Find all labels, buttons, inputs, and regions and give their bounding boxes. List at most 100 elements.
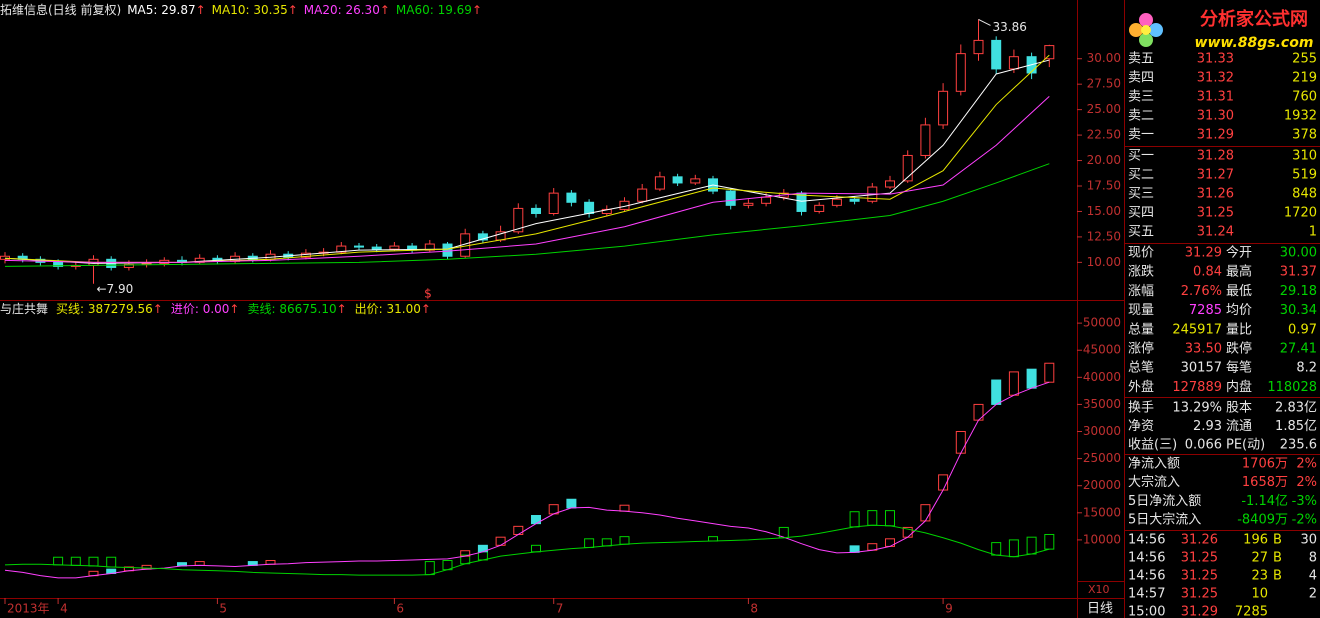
- order-price: 31.27: [1197, 168, 1234, 183]
- stat-label: 最低: [1226, 284, 1252, 299]
- flow-label: 5日净流入额: [1128, 494, 1201, 509]
- order-price: 31.25: [1197, 206, 1234, 221]
- order-volume: 1720: [1284, 206, 1317, 221]
- stat-label: 总笔: [1128, 360, 1154, 376]
- order-level: 买四: [1128, 206, 1154, 221]
- order-price: 31.32: [1197, 71, 1234, 86]
- trade-count: 4: [1309, 569, 1317, 584]
- order-volume: 378: [1292, 128, 1317, 143]
- candle-body: [902, 154, 913, 182]
- order-level: 卖二: [1128, 109, 1154, 124]
- trend-mark: ↑: [153, 302, 163, 316]
- candle-body: [920, 124, 931, 156]
- order-price: 31.28: [1197, 149, 1234, 164]
- period-tab[interactable]: 日线: [1087, 602, 1113, 617]
- stat-label: 股本: [1226, 401, 1252, 416]
- x-tick-label: 2013年: [7, 602, 50, 616]
- y-tick-label: 40000: [1083, 370, 1121, 384]
- order-volume: 1: [1309, 225, 1317, 240]
- order-level: 买三: [1128, 187, 1154, 202]
- order-level: 卖三: [1128, 90, 1154, 105]
- stat-value: 2.76%: [1181, 284, 1222, 299]
- flow-label: 净流入额: [1128, 457, 1180, 472]
- x-tick-label: 9: [945, 602, 953, 616]
- candle-body: [814, 204, 825, 212]
- candle-body: [477, 233, 488, 241]
- candle-body: [690, 178, 701, 184]
- flow-percent: -3%: [1292, 494, 1317, 509]
- buy-bar: [849, 545, 860, 553]
- stat-value: 27.41: [1280, 342, 1317, 357]
- stat-value: 30157: [1181, 361, 1222, 376]
- order-volume: 219: [1292, 71, 1317, 86]
- candle-body: [637, 188, 648, 202]
- high-label: 33.86: [993, 20, 1027, 34]
- logo-url: www.88gs.com: [1195, 35, 1314, 51]
- stat-value: 30.00: [1280, 246, 1317, 261]
- order-price: 31.31: [1197, 90, 1234, 105]
- order-level: 买一: [1128, 149, 1154, 164]
- y-tick-label: 15.00: [1087, 204, 1121, 218]
- order-volume: 1932: [1284, 109, 1317, 124]
- scale-label: X10: [1088, 583, 1110, 596]
- stat-label: 外盘: [1128, 379, 1154, 395]
- trade-time: 14:57: [1128, 587, 1165, 602]
- trade-time: 15:00: [1128, 605, 1165, 618]
- candle-body: [123, 263, 134, 268]
- flow-value: -8409万: [1237, 513, 1288, 528]
- trend-mark: ↑: [337, 302, 347, 316]
- stat-label: 跌停: [1226, 341, 1252, 357]
- stat-label: 每笔: [1226, 360, 1252, 376]
- y-tick-label: 25000: [1083, 451, 1121, 465]
- x-tick-label: 6: [396, 602, 404, 616]
- trade-volume: 7285: [1235, 605, 1268, 618]
- candle-body: [389, 245, 400, 250]
- stat-label: 总量: [1128, 322, 1154, 337]
- stat-value: 0.84: [1193, 265, 1222, 280]
- candle-body: [955, 53, 966, 92]
- candle-body: [0, 255, 10, 260]
- indicator-legend: 买线: 387279.56: [56, 302, 153, 316]
- candle-body: [53, 261, 64, 267]
- chart-header: 拓维信息(日线 前复权) MA5: 29.87↑ MA10: 30.35↑ MA20:…: [0, 2, 482, 17]
- stat-value: 235.6: [1280, 438, 1317, 453]
- stat-value: 2.83亿: [1275, 401, 1317, 416]
- order-price: 31.29: [1197, 128, 1234, 143]
- candle-body: [1044, 45, 1055, 60]
- indicator-legend: 出价: 31.00: [355, 302, 421, 316]
- trade-time: 14:56: [1128, 569, 1165, 584]
- logo-name: 分析家公式网: [1200, 8, 1308, 30]
- trade-price: 31.26: [1181, 533, 1218, 548]
- stat-value: 0.97: [1288, 322, 1317, 337]
- candle-body: [442, 243, 453, 257]
- buy-bar: [566, 498, 577, 509]
- x-tick-label: 7: [556, 602, 564, 616]
- flow-percent: -2%: [1292, 513, 1317, 528]
- trade-count: 30: [1300, 533, 1317, 548]
- candle-body: [531, 207, 541, 214]
- stat-value: 33.50: [1185, 342, 1222, 357]
- order-level: 卖一: [1128, 128, 1154, 143]
- stat-value: 2.93: [1193, 419, 1222, 434]
- flow-label: 5日大宗流入: [1128, 512, 1201, 528]
- candle-body: [725, 190, 736, 206]
- stat-label: 涨停: [1128, 341, 1154, 357]
- trade-volume: 27: [1251, 551, 1268, 566]
- sell-line: [4, 524, 1050, 576]
- stat-value: 8.2: [1296, 361, 1317, 376]
- y-tick-label: 50000: [1083, 316, 1121, 330]
- candle-body: [743, 202, 754, 206]
- x-tick-label: 5: [219, 602, 227, 616]
- stat-value: 0.066: [1185, 438, 1222, 453]
- ma-line: [4, 96, 1050, 263]
- y-tick-label: 20000: [1083, 478, 1121, 492]
- stat-label: 涨跌: [1128, 264, 1154, 280]
- stat-label: 现量: [1128, 303, 1154, 318]
- y-tick-label: 12.50: [1087, 229, 1121, 243]
- order-price: 31.33: [1197, 52, 1234, 67]
- order-price: 31.26: [1197, 187, 1234, 202]
- order-volume: 255: [1292, 52, 1317, 67]
- low-label: ←7.90: [97, 282, 134, 296]
- candle-body: [566, 192, 577, 203]
